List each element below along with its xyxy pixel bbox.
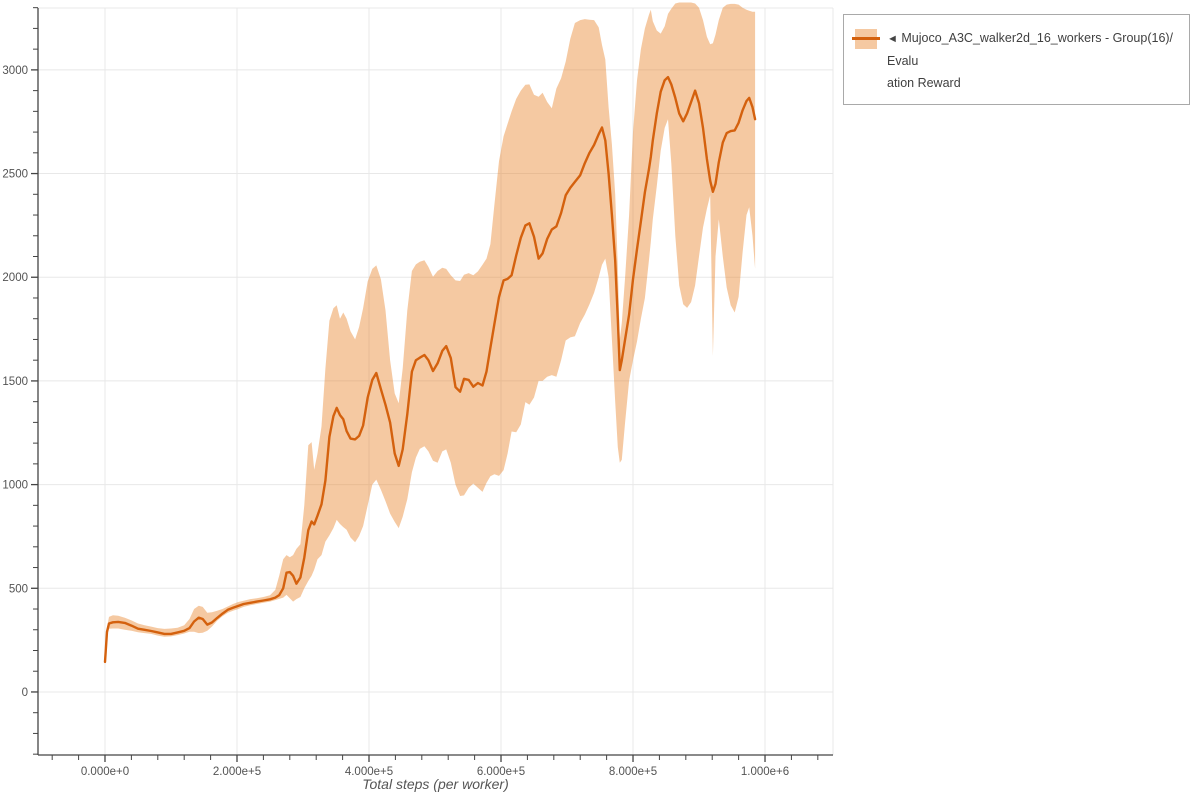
tick-labels: 0.000e+0 2.000e+5 4.000e+5 6.000e+5 8.000e+5… <box>2 65 789 778</box>
confidence-band <box>105 2 756 663</box>
legend-item[interactable]: ◄ Mujoco_A3C_walker2d_16_workers - Group… <box>852 27 1179 94</box>
y-tick-label: 2500 <box>2 169 28 181</box>
gridlines <box>38 7 834 755</box>
legend-line-swatch <box>852 37 880 40</box>
x-tick-label: 2.000e+5 <box>213 766 261 778</box>
legend-label-line1: Mujoco_A3C_walker2d_16_workers - Group(1… <box>887 31 1174 68</box>
x-tick-label: 1.000e+6 <box>741 766 789 778</box>
axes <box>31 7 833 762</box>
x-tick-label: 4.000e+5 <box>345 766 393 778</box>
y-tick-label: 1500 <box>2 376 28 388</box>
x-tick-label: 8.000e+5 <box>609 766 657 778</box>
x-tick-label: 6.000e+5 <box>477 766 525 778</box>
collapse-triangle-icon[interactable]: ◄ <box>887 33 898 45</box>
legend-label[interactable]: ◄ Mujoco_A3C_walker2d_16_workers - Group… <box>887 27 1179 94</box>
x-tick-label: 0.000e+0 <box>81 766 129 778</box>
y-tick-label: 2000 <box>2 272 28 284</box>
legend-band-swatch <box>852 29 880 49</box>
y-tick-label: 1000 <box>2 480 28 492</box>
legend[interactable]: ◄ Mujoco_A3C_walker2d_16_workers - Group… <box>843 14 1190 105</box>
x-axis-title: Total steps (per worker) <box>362 776 509 792</box>
y-tick-label: 3000 <box>2 65 28 77</box>
y-tick-label: 500 <box>9 583 28 595</box>
y-tick-label: 0 <box>22 687 28 699</box>
legend-label-line2: ation Reward <box>887 76 961 90</box>
mean-line <box>103 75 757 664</box>
